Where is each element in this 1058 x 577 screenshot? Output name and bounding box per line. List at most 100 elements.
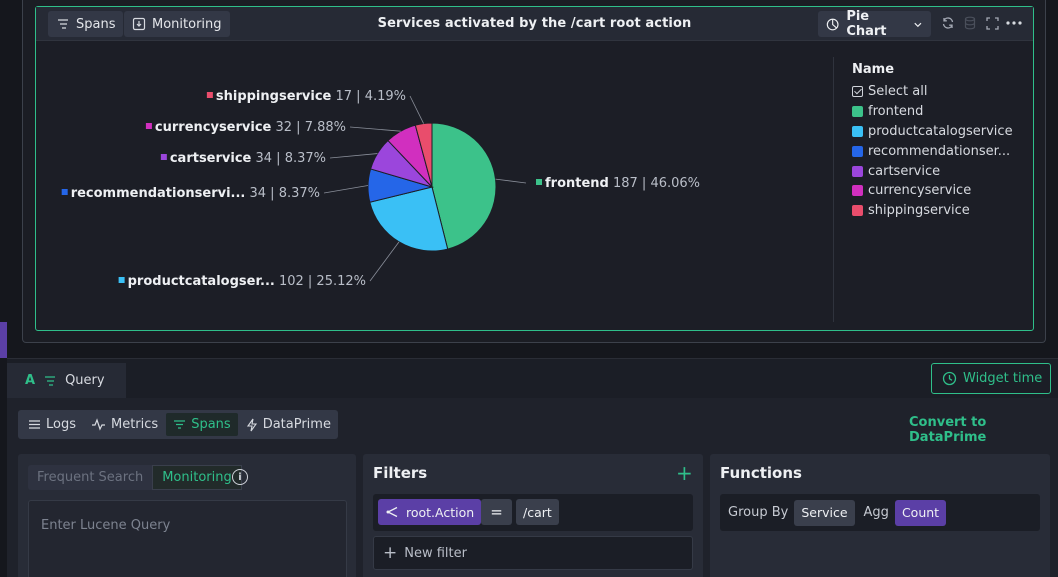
lightning-icon (246, 418, 257, 431)
legend-item-currencyservice[interactable]: currencyservice (852, 181, 1013, 201)
filter-value[interactable]: /cart (516, 499, 559, 525)
slice-label-recommendationservice: recommendationservi... 34 | 8.37% (61, 186, 320, 201)
slice-label-currencyservice: currencyservice 32 | 7.88% (145, 120, 346, 135)
svg-text:shippingservice 17 | 4.19%: shippingservice 17 | 4.19% (216, 89, 406, 104)
legend-swatch (852, 185, 863, 197)
legend-select-all[interactable]: Select all (852, 82, 1013, 102)
legend-divider (833, 57, 834, 322)
group-by-value[interactable]: Service (794, 499, 855, 526)
query-tabs-bar (7, 358, 1058, 398)
widget-header: Spans Monitoring Services activated by t… (36, 7, 1033, 41)
legend-swatch (852, 125, 863, 137)
legend-item-frontend[interactable]: frontend (852, 102, 1013, 122)
select-all-label: Select all (868, 84, 928, 100)
more-icon[interactable] (1006, 14, 1022, 32)
spans-tab-label: Spans (76, 16, 116, 32)
legend-item-label: shippingservice (868, 203, 970, 219)
new-filter-button[interactable]: + New filter (373, 536, 693, 570)
plus-icon: + (383, 543, 398, 563)
search-mode-frequent[interactable]: Frequent Search (37, 470, 144, 485)
legend-item-productcatalogservice[interactable]: productcatalogservice (852, 122, 1013, 142)
legend-item-cartservice[interactable]: cartservice (852, 161, 1013, 181)
leader-line (349, 126, 401, 132)
legend-item-recommendationservice[interactable]: recommendationser... (852, 141, 1013, 161)
pie-slice-shippingservice[interactable] (414, 122, 433, 188)
widget-panel: Spans Monitoring Services activated by t… (22, 0, 1046, 343)
widget-card[interactable]: Spans Monitoring Services activated by t… (35, 6, 1034, 331)
monitoring-tab-label: Monitoring (152, 16, 222, 32)
query-tab-label: Query (65, 373, 105, 388)
legend-swatch (852, 165, 863, 177)
legend-item-label: recommendationser... (868, 143, 1011, 159)
slice-label-frontend: frontend 187 | 46.06% (536, 176, 700, 191)
slice-label-swatch (61, 189, 68, 195)
convert-to-dataprime-link[interactable]: Convert to DataPrime (909, 415, 987, 445)
functions-title: Functions (720, 464, 802, 482)
spans-icon (58, 19, 68, 29)
legend-item-shippingservice[interactable]: shippingservice (852, 201, 1013, 221)
chart-type-select[interactable]: Pie Chart (818, 9, 931, 39)
legend-item-label: productcatalogservice (868, 123, 1013, 139)
legend-title: Name (852, 62, 895, 77)
spans-icon (45, 375, 56, 386)
share-icon (386, 506, 398, 518)
widget-actions (940, 14, 1022, 32)
data-type-selector: Logs Metrics Spans DataPrime (18, 410, 338, 439)
group-by-label: Group By (728, 505, 789, 520)
filter-operator[interactable]: = (481, 499, 512, 525)
slice-label-shippingservice: shippingservice 17 | 4.19% (206, 89, 406, 104)
svg-text:frontend 187 | 46.06%: frontend 187 | 46.06% (545, 176, 700, 191)
functions-row: Group By Service Agg Count (720, 494, 1040, 531)
search-mode-toggle: Frequent Search Monitoring (28, 465, 242, 490)
slice-label-swatch (206, 92, 213, 98)
new-filter-label: New filter (404, 545, 467, 561)
lucene-query-input[interactable]: Enter Lucene Query (28, 500, 347, 577)
pie-chart-icon (826, 18, 839, 30)
checkbox-checked-icon[interactable] (852, 86, 863, 98)
info-icon[interactable]: i (232, 469, 248, 485)
agg-label: Agg (863, 505, 889, 520)
data-type-label: DataPrime (262, 417, 331, 432)
legend-swatch (852, 145, 863, 157)
data-type-metrics[interactable]: Metrics (84, 413, 165, 436)
fullscreen-icon[interactable] (984, 14, 1000, 32)
slice-label-cartservice: cartservice 34 | 8.37% (160, 151, 326, 166)
refresh-icon[interactable] (940, 14, 956, 32)
search-mode-monitoring[interactable]: Monitoring (152, 465, 242, 490)
agg-value[interactable]: Count (894, 499, 947, 526)
chart-legend: Name Select all frontend productcatalogs… (852, 62, 1013, 221)
leader-line (369, 241, 400, 282)
legend-swatch (852, 205, 863, 217)
monitoring-icon (132, 17, 146, 31)
slice-label-swatch (145, 123, 152, 129)
filter-field[interactable]: root.Action (378, 499, 482, 525)
filters-title: Filters (373, 464, 428, 482)
database-icon[interactable] (962, 14, 978, 32)
svg-text:recommendationservi... 34 |: recommendationservi... 34 | 8.37% (71, 186, 320, 201)
filter-field-label: root.Action (406, 504, 475, 520)
widget-time-label: Widget time (963, 371, 1043, 386)
add-filter-icon[interactable]: + (676, 461, 693, 485)
chevron-down-icon (914, 22, 922, 27)
widget-title: Services activated by the /cart root act… (377, 16, 692, 31)
data-type-dataprime[interactable]: DataPrime (239, 413, 338, 436)
data-type-logs[interactable]: Logs (21, 413, 83, 436)
svg-text:productcatalogser... 102 |: productcatalogser... 102 | 25.12% (128, 274, 366, 289)
leader-line (409, 95, 424, 124)
legend-item-label: cartservice (868, 163, 941, 179)
data-type-label: Spans (191, 417, 231, 432)
leader-line (323, 185, 369, 194)
slice-label-swatch (118, 277, 125, 283)
legend-item-label: frontend (868, 104, 924, 120)
slice-label-swatch (536, 179, 542, 185)
svg-text:cartservice 34 | 8.37%: cartservice 34 | 8.37% (170, 151, 326, 166)
leader-line (329, 153, 378, 159)
svg-text:currencyservice 32 | 7.88%: currencyservice 32 | 7.88% (155, 120, 346, 135)
data-type-spans[interactable]: Spans (166, 413, 238, 436)
legend-item-label: currencyservice (868, 183, 972, 199)
spans-tab[interactable]: Spans (48, 11, 124, 37)
widget-time-button[interactable]: Widget time (931, 363, 1051, 394)
monitoring-tab[interactable]: Monitoring (124, 11, 230, 37)
query-tab-a[interactable]: A Query (7, 363, 126, 398)
